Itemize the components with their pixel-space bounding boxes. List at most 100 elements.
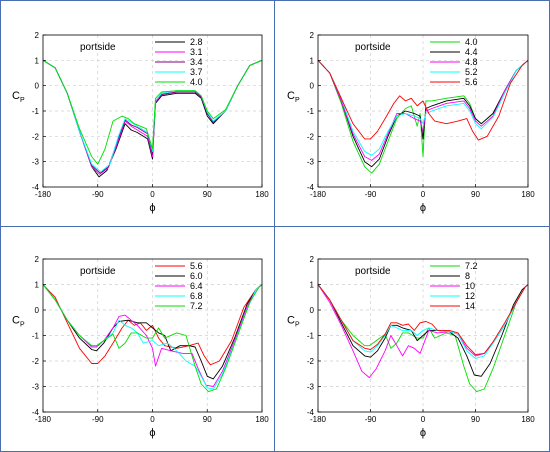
panel-1-y-tick-label: 0 bbox=[35, 82, 40, 91]
panel-2-x-tick-label: 90 bbox=[471, 190, 480, 199]
panel-4-legend-label-4: 12 bbox=[465, 291, 475, 301]
panel-4-y-axis-label: CP bbox=[287, 314, 300, 328]
panel-4-y-tick-label: -4 bbox=[307, 408, 315, 417]
panel-4-series-line-3 bbox=[317, 284, 529, 379]
panel-4-legend-label-1: 7.2 bbox=[465, 261, 478, 271]
panel-4-x-tick-label: -90 bbox=[365, 415, 377, 424]
panel-1-y-tick-label: -2 bbox=[32, 132, 40, 141]
panel-2-legend-label-3: 4.8 bbox=[465, 57, 478, 67]
panel-3-x-tick-label: 180 bbox=[255, 415, 269, 424]
panel-2-x-tick-label: -180 bbox=[310, 190, 327, 199]
panel-2-series-line-3 bbox=[317, 59, 529, 161]
panel-1-y-axis-label-subscript: P bbox=[20, 97, 25, 104]
panel-3-x-tick-label: 90 bbox=[203, 415, 212, 424]
panel-4-y-axis-label-subscript: P bbox=[295, 321, 300, 328]
panel-2-y-tick-label: -2 bbox=[307, 132, 315, 141]
panel-3-y-tick-label: -4 bbox=[32, 408, 40, 417]
panel-3-legend-label-1: 5.6 bbox=[190, 261, 203, 271]
panel-1-y-tick-label: 2 bbox=[35, 31, 40, 40]
panel-1-x-axis-label: ϕ bbox=[149, 202, 155, 214]
panel-2-legend-label-2: 4.4 bbox=[465, 47, 478, 57]
panel-1-x-tick-label: -90 bbox=[92, 190, 104, 199]
panel-4-series-line-5 bbox=[317, 284, 529, 356]
panel-1-y-tick-label: -1 bbox=[32, 107, 40, 116]
panel-1-legend-label-2: 3.1 bbox=[190, 47, 203, 57]
panel-3-y-tick-label: -1 bbox=[32, 332, 40, 341]
panel-4-x-tick-label: 180 bbox=[521, 415, 535, 424]
panel-4-y-tick-label: 0 bbox=[310, 306, 315, 315]
panel-2-x-tick-label: 180 bbox=[521, 190, 535, 199]
panel-3-legend-label-4: 6.8 bbox=[190, 291, 203, 301]
panel-3-y-axis-label-subscript: P bbox=[20, 321, 25, 328]
panel-2-x-tick-label: -90 bbox=[365, 190, 377, 199]
panel-4-annotation: portside bbox=[355, 266, 391, 277]
panel-2-legend-label-4: 5.2 bbox=[465, 67, 478, 77]
panel-2-legend-label-1: 4.0 bbox=[465, 37, 478, 47]
panel-1-annotation: portside bbox=[80, 42, 116, 53]
panel-2-x-axis-label: ϕ bbox=[420, 202, 426, 214]
panel-3-legend-label-3: 6.4 bbox=[190, 281, 203, 291]
panel-1-legend-label-1: 2.8 bbox=[190, 37, 203, 47]
panel-3-series-line-1 bbox=[42, 284, 263, 366]
panel-3-series-line-2 bbox=[42, 284, 263, 380]
panel-3-y-axis-label: CP bbox=[12, 314, 25, 328]
panel-3-series-line-5 bbox=[42, 284, 263, 393]
panel-4-y-tick-label: 1 bbox=[310, 281, 315, 290]
panel-2-y-tick-label: -3 bbox=[307, 158, 315, 167]
panel-3-annotation: portside bbox=[80, 266, 116, 277]
panel-3-y-tick-label: 1 bbox=[35, 281, 40, 290]
panel-4-x-tick-label: 90 bbox=[471, 415, 480, 424]
panel-3-legend-label-2: 6.0 bbox=[190, 271, 203, 281]
panel-2-y-tick-label: -1 bbox=[307, 107, 315, 116]
panel-2-y-tick-label: -4 bbox=[307, 183, 315, 192]
panel-divider-horizontal bbox=[0, 226, 550, 227]
panel-2-x-tick-label: 0 bbox=[421, 190, 426, 199]
panel-1-y-tick-label: -3 bbox=[32, 158, 40, 167]
panel-3-x-tick-label: -180 bbox=[35, 415, 52, 424]
panel-3-series-line-3 bbox=[42, 284, 263, 387]
panel-1-x-tick-label: -180 bbox=[35, 190, 52, 199]
panel-4-series-line-4 bbox=[317, 284, 529, 359]
panel-4-legend-label-5: 14 bbox=[465, 301, 475, 311]
panel-1-y-tick-label: 1 bbox=[35, 56, 40, 65]
panel-2-series-line-4 bbox=[317, 59, 529, 156]
panel-1-series-line-5 bbox=[42, 59, 263, 165]
panel-1-y-axis-label: CP bbox=[12, 90, 25, 104]
panel-2-legend-label-5: 5.6 bbox=[465, 77, 478, 87]
panel-2-y-tick-label: 0 bbox=[310, 82, 315, 91]
panel-4-y-tick-label: 2 bbox=[310, 255, 315, 264]
panel-1-legend-label-3: 3.4 bbox=[190, 57, 203, 67]
panel-4-legend-label-3: 10 bbox=[465, 281, 475, 291]
panel-1-x-tick-label: 180 bbox=[255, 190, 269, 199]
panel-3-x-axis-label: ϕ bbox=[149, 427, 155, 439]
panel-1-legend-label-4: 3.7 bbox=[190, 67, 203, 77]
panel-3-x-tick-label: -90 bbox=[92, 415, 104, 424]
panel-3-legend-label-5: 7.2 bbox=[190, 301, 203, 311]
panel-1-x-tick-label: 90 bbox=[203, 190, 212, 199]
panel-2-annotation: portside bbox=[355, 42, 391, 53]
panel-2-y-axis-label: CP bbox=[287, 90, 300, 104]
panel-4-series-line-2 bbox=[317, 284, 529, 377]
panel-1-legend-label-5: 4.0 bbox=[190, 77, 203, 87]
panel-3-y-tick-label: -3 bbox=[32, 383, 40, 392]
panel-4-y-tick-label: -2 bbox=[307, 357, 315, 366]
panel-4-x-tick-label: -180 bbox=[310, 415, 327, 424]
panel-4-y-tick-label: -1 bbox=[307, 332, 315, 341]
panel-4-y-tick-label: -3 bbox=[307, 383, 315, 392]
panel-3-y-tick-label: -2 bbox=[32, 357, 40, 366]
panel-4-series-line-1 bbox=[317, 284, 529, 393]
panel-3-y-tick-label: 2 bbox=[35, 255, 40, 264]
panel-4-x-axis-label: ϕ bbox=[420, 427, 426, 439]
panel-2-series-line-5 bbox=[317, 59, 529, 141]
panel-2-y-tick-label: 1 bbox=[310, 56, 315, 65]
panel-3-x-tick-label: 0 bbox=[150, 415, 155, 424]
panel-2-y-tick-label: 2 bbox=[310, 31, 315, 40]
panel-4-x-tick-label: 0 bbox=[421, 415, 426, 424]
panel-3-y-tick-label: 0 bbox=[35, 306, 40, 315]
panel-4-legend-label-2: 8 bbox=[465, 271, 470, 281]
